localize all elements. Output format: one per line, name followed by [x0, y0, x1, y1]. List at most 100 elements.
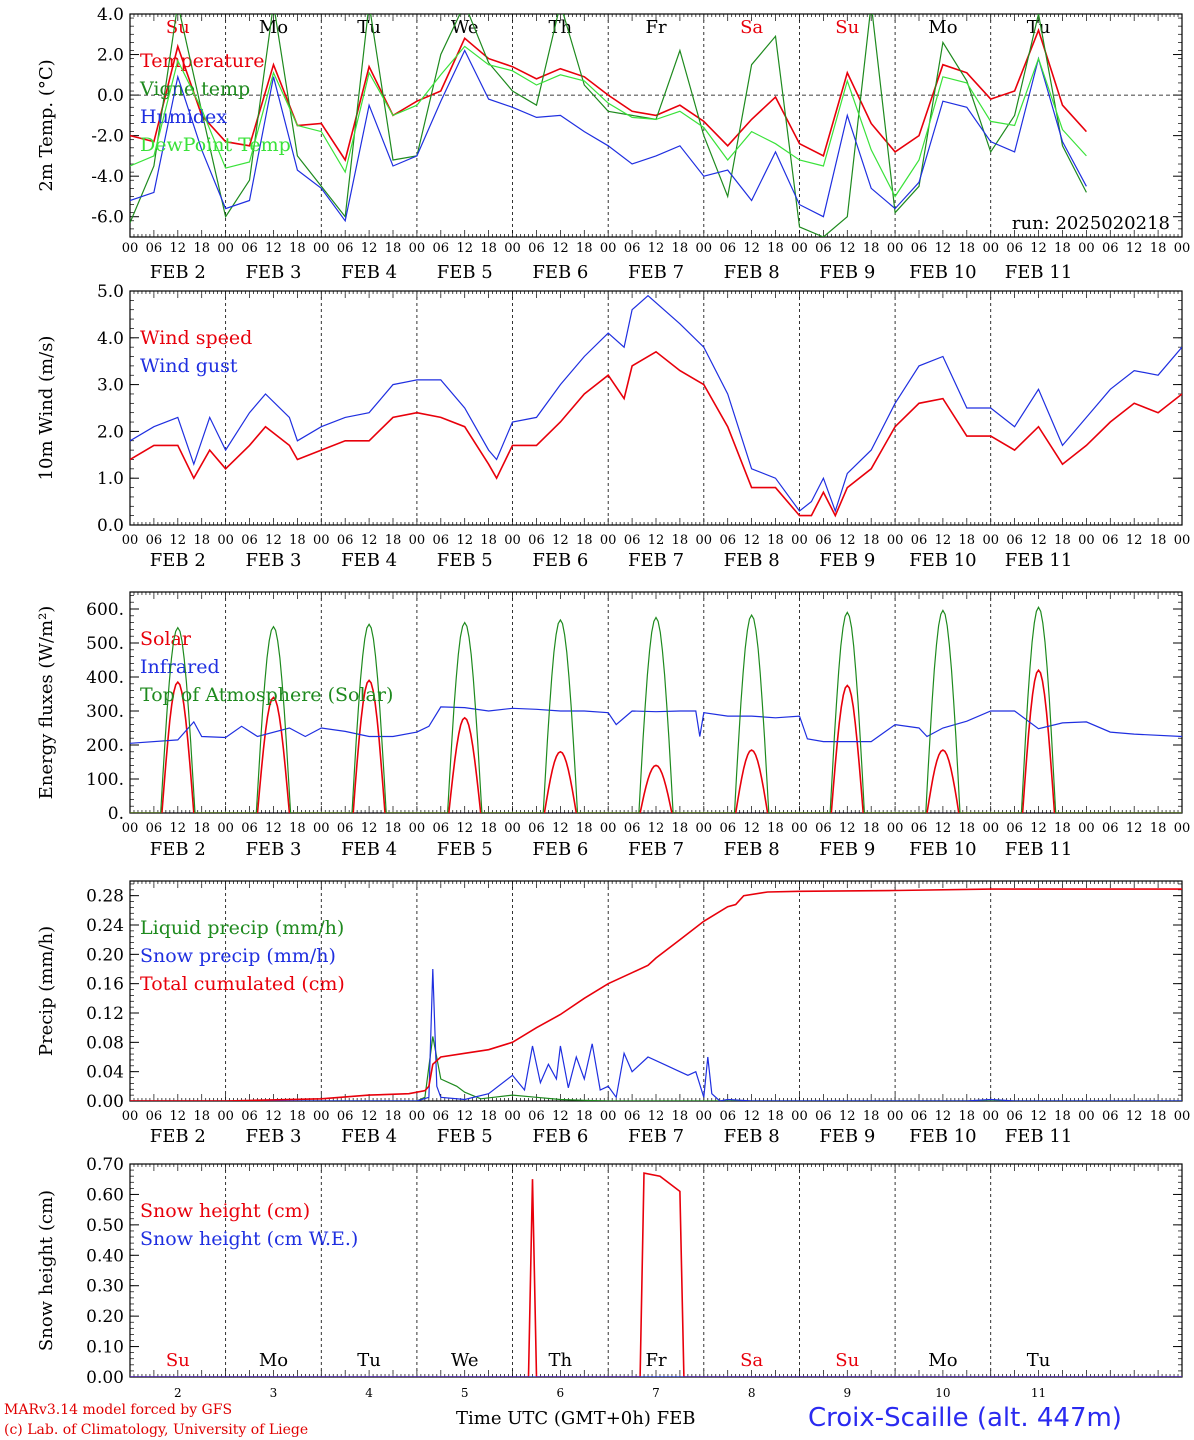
- date-label: FEB 8: [724, 839, 780, 860]
- y-tick-label: 4.0: [97, 329, 124, 349]
- hour-tick-label: 12: [456, 1109, 473, 1124]
- hour-tick-label: 00: [504, 821, 521, 836]
- hour-tick-label: 00: [696, 821, 713, 836]
- weekday-label: Mo: [928, 17, 957, 38]
- series-line: [130, 45, 1087, 198]
- y-tick-label: 0.28: [86, 887, 124, 907]
- y-tick-label: 0.24: [86, 916, 124, 936]
- hour-tick-label: 12: [935, 1109, 952, 1124]
- hour-tick-label: 18: [767, 533, 784, 548]
- chart-panel-1: 4.0 2.0 0.0 -2.0 -4.0 -6.0 2m Temp. (°C) 00 06 12…: [36, 5, 1190, 283]
- hour-tick-label: 00: [600, 1109, 617, 1124]
- hour-tick-label: 18: [672, 1109, 689, 1124]
- y-tick-label: 500.: [86, 634, 124, 654]
- hour-tick-label: 18: [767, 1109, 784, 1124]
- hour-tick-label: 00: [791, 241, 808, 256]
- hour-tick-label: 18: [767, 241, 784, 256]
- hour-tick-label: 00: [791, 533, 808, 548]
- hour-tick-label: 12: [456, 821, 473, 836]
- hour-tick-label: 12: [935, 533, 952, 548]
- hour-tick-label: 18: [193, 821, 210, 836]
- hour-tick-label: 06: [719, 241, 736, 256]
- hour-tick-label: 06: [433, 821, 450, 836]
- y-tick-label: -2.0: [91, 127, 124, 147]
- hour-tick-label: 18: [1150, 533, 1167, 548]
- hour-tick-label: 12: [839, 241, 856, 256]
- hour-tick-label: 18: [767, 821, 784, 836]
- hour-tick-label: 18: [385, 533, 402, 548]
- y-tick-label: 0.00: [86, 1092, 124, 1112]
- hour-tick-label: 18: [959, 241, 976, 256]
- y-tick-label: 4.0: [97, 5, 124, 25]
- series-line: [130, 606, 1182, 813]
- date-label: FEB 11: [1005, 550, 1072, 571]
- hour-tick-label: 06: [146, 241, 163, 256]
- hour-tick-label: 06: [241, 533, 258, 548]
- hour-tick-label: 18: [289, 241, 306, 256]
- hour-tick-label: 18: [576, 241, 593, 256]
- y-tick-label: 400.: [86, 668, 124, 688]
- series-line: [130, 888, 1182, 1101]
- hour-tick-label: 00: [982, 241, 999, 256]
- hour-tick-label: 00: [122, 821, 139, 836]
- weekday-label: Fr: [645, 17, 666, 38]
- hour-tick-label: 18: [480, 533, 497, 548]
- weekday-label: Su: [166, 17, 190, 38]
- legend-entry: Humidex: [140, 106, 227, 128]
- hour-tick-label: 18: [959, 821, 976, 836]
- hour-tick-label: 06: [528, 1109, 545, 1124]
- y-tick-label: 0.10: [86, 1338, 124, 1358]
- legend-entry: Solar: [140, 628, 192, 650]
- legend-entry: Vigne temp: [139, 78, 250, 100]
- hour-tick-label: 00: [409, 533, 426, 548]
- hour-tick-label: 00: [696, 241, 713, 256]
- hour-tick-label: 00: [122, 533, 139, 548]
- hour-tick-label: 00: [217, 1109, 234, 1124]
- date-label: FEB 11: [1005, 1126, 1072, 1147]
- hour-tick-label: 06: [146, 1109, 163, 1124]
- hour-tick-label: 12: [361, 821, 378, 836]
- chart-panel-3: 600. 500. 400. 300. 200. 100. 0. Energy fluxes …: [36, 591, 1190, 860]
- date-label: FEB 5: [437, 1126, 493, 1147]
- hour-tick-label: 12: [1126, 533, 1143, 548]
- hour-tick-label: 12: [456, 533, 473, 548]
- date-label: FEB 6: [532, 1126, 588, 1147]
- legend-entry: Snow height (cm W.E.): [140, 1228, 358, 1250]
- date-label: FEB 3: [245, 1126, 301, 1147]
- hour-tick-label: 18: [480, 1109, 497, 1124]
- hour-tick-label: 12: [839, 1109, 856, 1124]
- hour-tick-label: 18: [863, 821, 880, 836]
- hour-tick-label: 12: [1030, 533, 1047, 548]
- hour-tick-label: 18: [959, 533, 976, 548]
- y-tick-label: -6.0: [91, 208, 124, 228]
- hour-tick-label: 18: [193, 241, 210, 256]
- hour-tick-label: 18: [672, 533, 689, 548]
- hour-tick-label: 18: [672, 821, 689, 836]
- hour-tick-label: 06: [337, 1109, 354, 1124]
- weekday-label: Su: [835, 17, 859, 38]
- chart-panel-4: 0.28 0.24 0.20 0.16 0.12 0.08 0.04 0.00 Precip (…: [36, 880, 1190, 1147]
- weekday-label: We: [451, 1350, 479, 1371]
- plot-frame: [129, 1163, 1183, 1378]
- hour-tick-label: 00: [313, 533, 330, 548]
- series-line: [130, 968, 1182, 1101]
- hour-tick-label: 06: [241, 821, 258, 836]
- hour-tick-label: 06: [433, 1109, 450, 1124]
- date-label: FEB 3: [245, 550, 301, 571]
- hour-tick-label: 06: [911, 533, 928, 548]
- weekday-label: Tu: [357, 1350, 381, 1371]
- date-label: FEB 3: [245, 839, 301, 860]
- hour-tick-label: 00: [217, 533, 234, 548]
- hour-tick-label: 12: [265, 241, 282, 256]
- hour-tick-label: 06: [911, 241, 928, 256]
- hour-tick-label: 12: [648, 1109, 665, 1124]
- hour-tick-label: 06: [146, 533, 163, 548]
- hour-tick-label: 06: [624, 241, 641, 256]
- hour-tick-label: 12: [743, 241, 760, 256]
- plot-frame: [129, 290, 1183, 526]
- hour-tick-label: 18: [1054, 821, 1071, 836]
- date-label: FEB 5: [437, 550, 493, 571]
- y-tick-label: 600.: [86, 600, 124, 620]
- hour-tick-label: 00: [122, 241, 139, 256]
- hour-tick-label: 12: [552, 241, 569, 256]
